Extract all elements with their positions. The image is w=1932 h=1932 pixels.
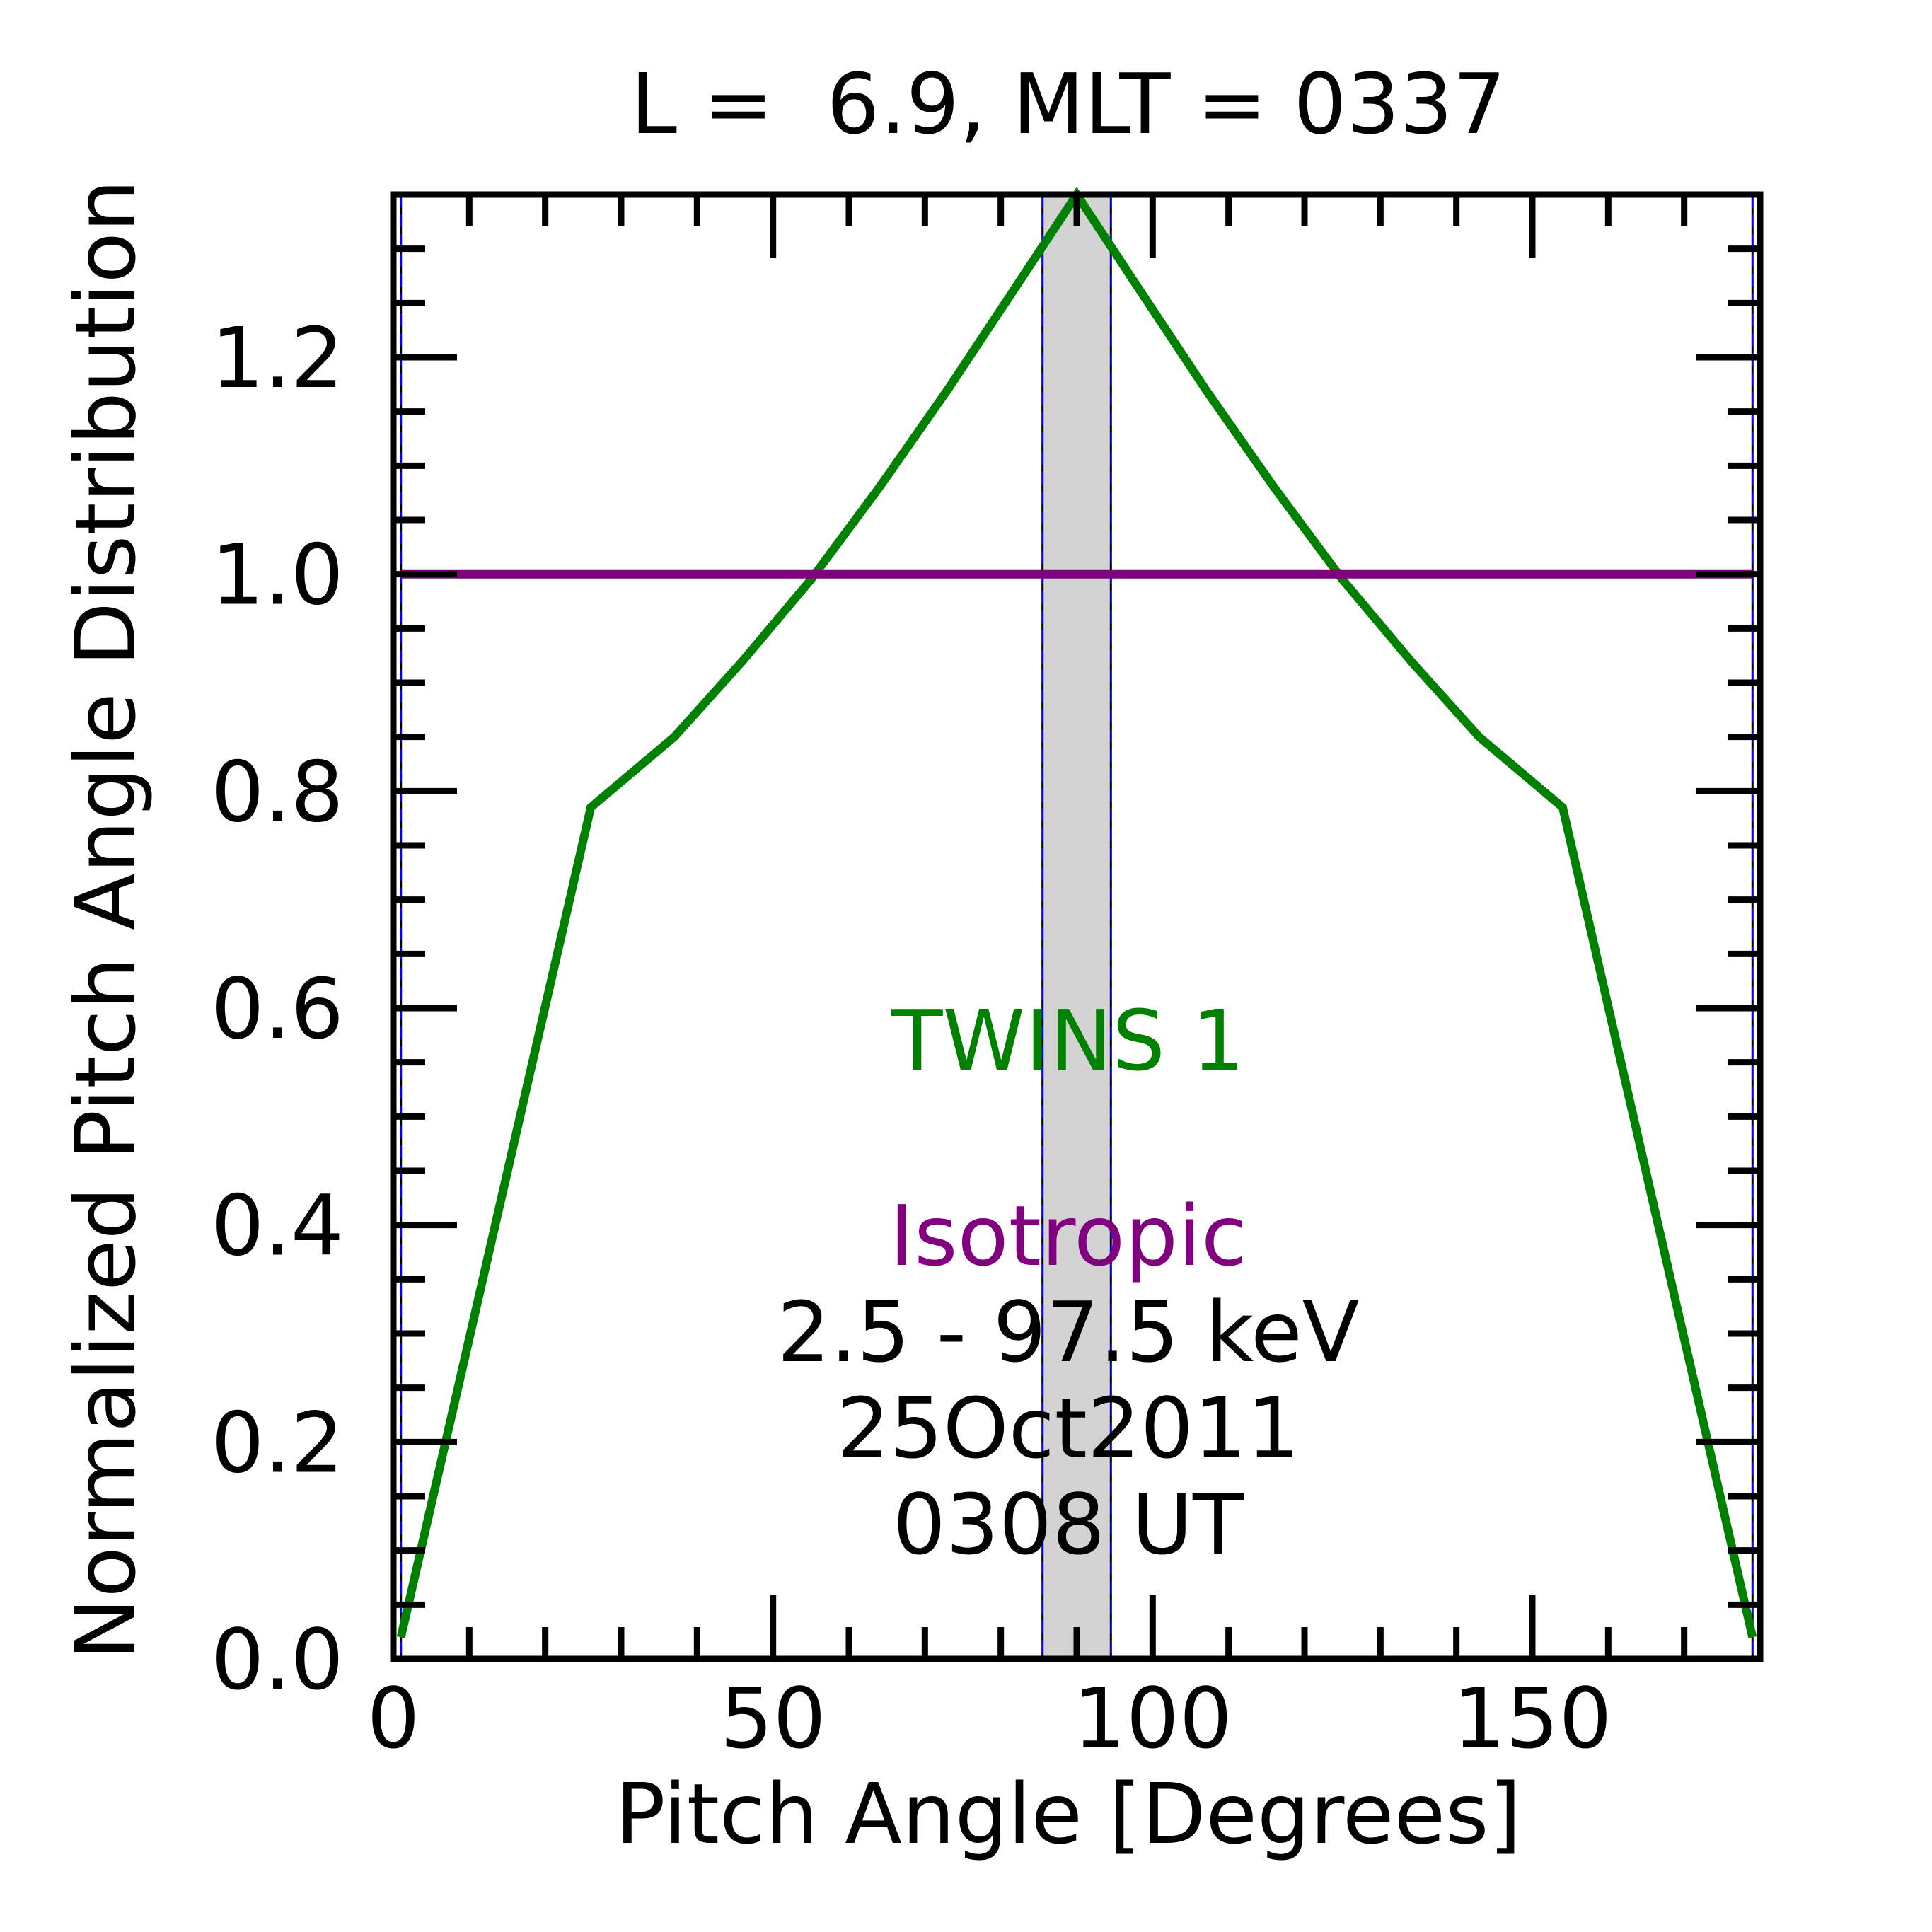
chart-title: L = 6.9, MLT = 0337 <box>630 55 1505 153</box>
time-label: 0308 UT <box>893 1476 1244 1573</box>
y-tick-label-4: 0.8 <box>211 743 344 840</box>
y-tick-label-1: 0.2 <box>211 1394 344 1491</box>
y-tick-label-0: 0.0 <box>211 1611 344 1708</box>
axis-ticks <box>390 191 1764 1662</box>
y-tick-label-3: 0.6 <box>211 960 344 1058</box>
plot-area <box>390 187 1764 1662</box>
vertical-guide-lines <box>400 195 1754 1659</box>
energy-range-label: 2.5 - 97.5 keV <box>777 1283 1360 1381</box>
shaded-pitch-band <box>1042 195 1111 1659</box>
y-axis-label: Normalized Pitch Angle Distribution <box>57 179 154 1660</box>
y-tick-label-5: 1.0 <box>211 526 344 624</box>
series-label-twins1: TWINS 1 <box>891 992 1244 1089</box>
x-tick-label-3: 150 <box>1452 1670 1612 1767</box>
plot-frame <box>390 191 1764 1662</box>
x-tick-label-1: 50 <box>720 1670 826 1767</box>
y-tick-label-6: 1.2 <box>211 309 344 407</box>
x-axis-label: Pitch Angle [Degrees] <box>615 1765 1521 1863</box>
y-tick-label-2: 0.4 <box>211 1177 344 1275</box>
series-label-isotropic: Isotropic <box>889 1187 1246 1285</box>
tick-labels: 0 50 100 150 0.0 0.2 0.4 0.6 0.8 1.0 1.2 <box>211 309 1612 1767</box>
date-label: 25Oct2011 <box>837 1379 1300 1477</box>
x-tick-label-0: 0 <box>366 1670 420 1767</box>
x-tick-label-2: 100 <box>1073 1670 1232 1767</box>
